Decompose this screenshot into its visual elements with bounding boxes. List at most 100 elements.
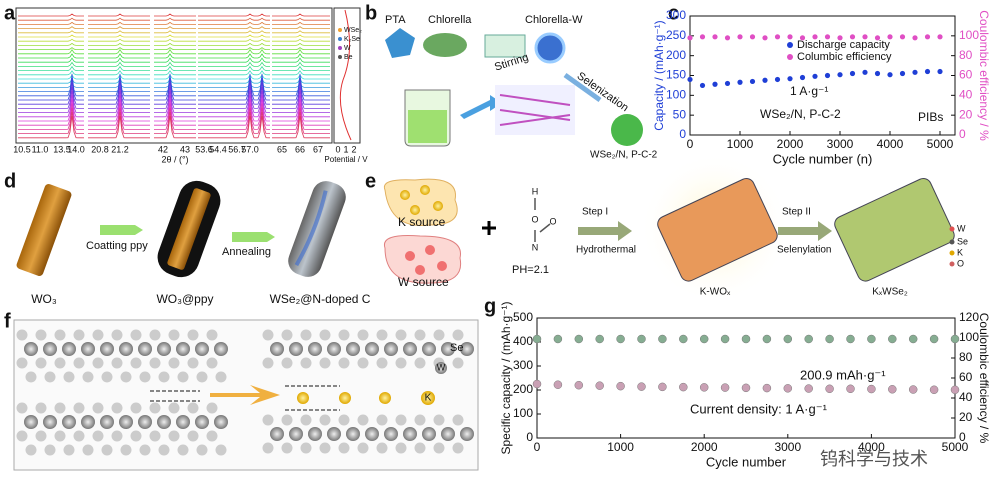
atom	[54, 402, 66, 414]
y2-axis-label: Coulombic efficiency / %	[977, 313, 991, 444]
xrd-trace	[154, 49, 196, 55]
atom	[300, 442, 312, 454]
atom	[138, 342, 152, 356]
y-tick-label: 0	[526, 430, 533, 444]
xrd-trace	[154, 82, 196, 88]
xrd-trace	[18, 94, 84, 118]
legend-label: W	[344, 45, 351, 52]
atom	[63, 371, 75, 383]
legend-label: Be	[344, 54, 353, 61]
atom	[111, 357, 123, 369]
x-tick-label: 13.5	[53, 144, 71, 154]
xrd-trace	[18, 103, 84, 126]
x-tick-label: 3000	[827, 137, 854, 151]
xrd-trace	[198, 47, 270, 51]
data-point	[887, 72, 893, 78]
atom	[338, 357, 350, 369]
x-tick-label: 20.8	[91, 144, 109, 154]
y-tick-label: 300	[513, 358, 533, 372]
x-tick-label: 43	[180, 144, 190, 154]
atom	[119, 342, 133, 356]
legend-label: O	[957, 258, 964, 268]
legend-marker	[787, 54, 793, 60]
xrd-trace	[154, 86, 196, 109]
data-point	[908, 334, 918, 344]
x-tick-label: 4000	[877, 137, 904, 151]
legend-label: Discharge capacity	[797, 39, 890, 51]
legend-marker	[338, 55, 342, 59]
xrd-trace	[18, 65, 84, 71]
xrd-trace	[198, 90, 270, 114]
xrd-trace	[154, 21, 196, 25]
atom	[62, 415, 76, 429]
xrd-trace	[272, 82, 330, 105]
atom-label: H	[532, 186, 539, 196]
xrd-trace	[154, 86, 196, 92]
data-point	[837, 72, 843, 78]
xrd-trace	[18, 57, 84, 63]
x-tick-label: 3000	[774, 440, 801, 454]
data-point	[595, 334, 604, 344]
atom	[281, 357, 293, 369]
atom	[206, 329, 218, 341]
xrd-trace	[154, 90, 196, 113]
data-point	[699, 334, 709, 344]
legend-marker	[787, 42, 793, 48]
xrd-trace	[198, 57, 270, 63]
x-tick-label: 1000	[607, 440, 634, 454]
xrd-trace	[154, 38, 196, 42]
x-tick-label: 14.0	[67, 144, 85, 154]
atom	[308, 342, 322, 356]
xrd-trace	[18, 98, 84, 122]
atom	[149, 430, 161, 442]
xrd-trace	[88, 111, 150, 134]
xrd-trace	[18, 74, 84, 80]
xrd-trace	[18, 82, 84, 88]
xrd-trace	[272, 74, 330, 80]
y2-tick-label: 120	[959, 310, 979, 324]
x-tick-label: 57.0	[241, 144, 259, 154]
atom	[168, 402, 180, 414]
annotation: PIBs	[918, 110, 943, 124]
y-tick-label: 400	[513, 334, 533, 348]
atom	[214, 342, 228, 356]
xrd-trace	[198, 98, 270, 122]
atom	[346, 342, 360, 356]
xrd-trace	[18, 21, 84, 25]
atom	[139, 444, 151, 456]
xrd-trace	[198, 30, 270, 34]
atom	[24, 415, 38, 429]
xrd-trace	[198, 61, 270, 67]
label: W	[437, 362, 446, 372]
annotation: WSe₂/N, P-C-2	[760, 107, 841, 121]
x-tick-label: 21.2	[111, 144, 129, 154]
atom	[44, 444, 56, 456]
atom	[149, 329, 161, 341]
xrd-trace	[18, 13, 84, 17]
xrd-trace	[272, 94, 330, 118]
atom	[92, 402, 104, 414]
xrd-trace	[272, 107, 330, 130]
xrd-trace	[154, 103, 196, 126]
xrd-trace	[88, 47, 150, 50]
data-point	[929, 334, 939, 344]
atom	[73, 402, 85, 414]
y2-tick-label: 40	[959, 88, 973, 102]
atom	[63, 444, 75, 456]
annotation: Current density: 1 A·g⁻¹	[690, 401, 828, 416]
atom	[81, 342, 95, 356]
atom	[206, 402, 218, 414]
xrd-trace	[18, 53, 84, 59]
x-axis-label: Cycle number	[706, 454, 787, 469]
xrd-trace	[272, 86, 330, 109]
y2-tick-label: 0	[959, 127, 966, 141]
atom	[25, 371, 37, 383]
data-point	[799, 74, 806, 81]
xrd-trace	[272, 42, 330, 46]
y-tick-label: 300	[666, 8, 686, 22]
atom	[35, 329, 47, 341]
xrd-trace	[198, 26, 270, 30]
atom	[158, 444, 170, 456]
atom	[452, 414, 464, 426]
xrd-trace	[18, 70, 84, 76]
